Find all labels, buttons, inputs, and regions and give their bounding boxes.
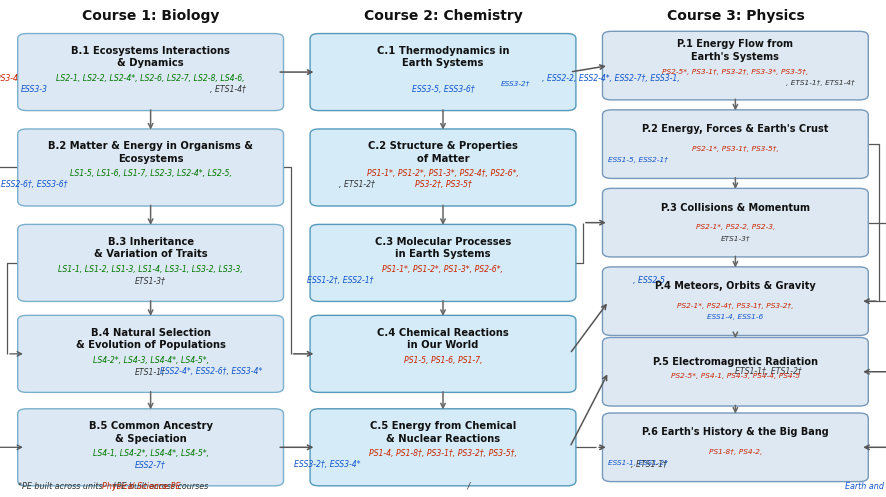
Text: , ETS1-1†, ETS1-2†: , ETS1-1†, ETS1-2† [730,367,801,376]
Text: ESS1-2†, ESS2-1†: ESS1-2†, ESS2-1† [307,276,373,285]
Text: ESS2-6†, ESS3-6†: ESS2-6†, ESS3-6† [1,180,67,189]
Text: C.3 Molecular Processes
in Earth Systems: C.3 Molecular Processes in Earth Systems [375,237,511,259]
FancyBboxPatch shape [18,129,284,206]
Text: ETS1-3†: ETS1-3† [136,276,166,285]
FancyBboxPatch shape [602,188,868,257]
Text: Physical Science PE: Physical Science PE [102,482,180,491]
Text: B.4 Natural Selection
& Evolution of Populations: B.4 Natural Selection & Evolution of Pop… [75,328,226,350]
FancyBboxPatch shape [310,225,576,301]
FancyBboxPatch shape [602,31,868,100]
Text: LS4-2*, LS4-3, LS4-4*, LS4-5*,: LS4-2*, LS4-3, LS4-4*, LS4-5*, [92,356,209,365]
Text: C.4 Chemical Reactions
in Our World: C.4 Chemical Reactions in Our World [377,328,509,350]
FancyBboxPatch shape [18,34,284,111]
Text: , ESS2-5: , ESS2-5 [633,276,665,285]
Text: PS2-1*, PS2-2, PS2-3,: PS2-1*, PS2-2, PS2-3, [696,224,775,230]
Text: PS1-8†, PS4-2,: PS1-8†, PS4-2, [709,449,762,455]
Text: ESS1-1, ESS1-2†: ESS1-1, ESS1-2† [608,460,668,466]
FancyBboxPatch shape [310,129,576,206]
Text: B.1 Ecosystems Interactions
& Dynamics: B.1 Ecosystems Interactions & Dynamics [71,46,230,69]
Text: C.1 Thermodynamics in
Earth Systems: C.1 Thermodynamics in Earth Systems [377,46,509,69]
FancyBboxPatch shape [602,110,868,178]
Text: ESS2-7†: ESS2-7† [136,460,166,469]
Text: PS2-1*, PS3-1†, PS3-5†,: PS2-1*, PS3-1†, PS3-5†, [692,146,779,152]
Text: ESS2-4*, ESS2-6†, ESS3-4*: ESS2-4*, ESS2-6†, ESS3-4* [159,367,262,376]
Text: B.2 Matter & Energy in Organisms &
Ecosystems: B.2 Matter & Energy in Organisms & Ecosy… [48,141,253,164]
Text: P.2 Energy, Forces & Earth's Crust: P.2 Energy, Forces & Earth's Crust [642,124,828,134]
Text: , ETS1-4†: , ETS1-4† [210,85,246,94]
Text: /: / [465,482,472,491]
Text: , ETS1-1†: , ETS1-1† [632,460,667,469]
Text: B.5 Common Ancestry
& Speciation: B.5 Common Ancestry & Speciation [89,421,213,444]
Text: ESS3-5, ESS3-6†: ESS3-5, ESS3-6† [412,85,474,94]
FancyBboxPatch shape [602,413,868,482]
Text: LS4-1, LS4-2*, LS4-4*, LS4-5*,: LS4-1, LS4-2*, LS4-4*, LS4-5*, [92,449,209,458]
FancyBboxPatch shape [602,337,868,406]
FancyBboxPatch shape [310,316,576,393]
Text: B.3 Inheritance
& Variation of Traits: B.3 Inheritance & Variation of Traits [94,237,207,259]
Text: PS2-1*, PS2-4†, PS3-1†, PS3-2†,: PS2-1*, PS2-4†, PS3-1†, PS3-2†, [677,303,794,309]
Text: LS1-1, LS1-2, LS1-3, LS1-4, LS3-1, LS3-2, LS3-3,: LS1-1, LS1-2, LS1-3, LS1-4, LS3-1, LS3-2… [58,265,243,274]
Text: , ETS1-2†: , ETS1-2† [339,180,375,189]
Text: LS2-1, LS2-2, LS2-4*, LS2-6, LS2-7, LS2-8, LS4-6,: LS2-1, LS2-2, LS2-4*, LS2-6, LS2-7, LS2-… [57,74,245,83]
Text: ETS1-3†: ETS1-3† [720,235,750,241]
Text: , ESS2-2, ESS2-4*, ESS2-7†, ESS3-1,: , ESS2-2, ESS2-4*, ESS2-7†, ESS3-1, [542,74,680,83]
Text: P.1 Energy Flow from
Earth's Systems: P.1 Energy Flow from Earth's Systems [678,39,793,62]
FancyBboxPatch shape [18,409,284,486]
Text: LS1-5, LS1-6, LS1-7, LS2-3, LS2-4*, LS2-5,: LS1-5, LS1-6, LS1-7, LS2-3, LS2-4*, LS2-… [70,169,231,178]
FancyBboxPatch shape [18,316,284,393]
Text: ESS3-3: ESS3-3 [21,85,48,94]
Text: PS3-1†, PS3-4: PS3-1†, PS3-4 [0,74,18,83]
Text: PS1-1*, PS1-2*, PS1-3*, PS2-4†, PS2-6*,: PS1-1*, PS1-2*, PS1-3*, PS2-4†, PS2-6*, [367,169,519,178]
Text: Earth and Space Science PE: Earth and Space Science PE [845,482,886,491]
Text: PS2-5*, PS3-1†, PS3-2†, PS3-3*, PS3-5†,: PS2-5*, PS3-1†, PS3-2†, PS3-3*, PS3-5†, [662,69,809,75]
Text: ESS3-2†: ESS3-2† [501,80,531,86]
Text: Course 2: Chemistry: Course 2: Chemistry [363,9,523,23]
Text: PS2-5*, PS4-1, PS4-3, PS4-4, PS4-5: PS2-5*, PS4-1, PS4-3, PS4-4, PS4-5 [671,373,800,379]
Text: ESS3-2†, ESS3-4*: ESS3-2†, ESS3-4* [293,460,360,469]
Text: ESS1-5, ESS2-1†: ESS1-5, ESS2-1† [608,157,668,163]
Text: ETS1-1†: ETS1-1† [136,367,166,376]
Text: P.4 Meteors, Orbits & Gravity: P.4 Meteors, Orbits & Gravity [655,281,816,291]
Text: PS1-1*, PS1-2*, PS1-3*, PS2-6*,: PS1-1*, PS1-2*, PS1-3*, PS2-6*, [383,265,503,274]
Text: Course 3: Physics: Course 3: Physics [666,9,804,23]
Text: P.5 Electromagnetic Radiation: P.5 Electromagnetic Radiation [653,357,818,367]
FancyBboxPatch shape [310,34,576,111]
Text: , ETS1-1†, ETS1-4†: , ETS1-1†, ETS1-4† [787,80,855,86]
Text: C.5 Energy from Chemical
& Nuclear Reactions: C.5 Energy from Chemical & Nuclear React… [369,421,517,444]
FancyBboxPatch shape [18,225,284,301]
Text: P.3 Collisions & Momentum: P.3 Collisions & Momentum [661,203,810,213]
Text: Course 1: Biology: Course 1: Biology [82,9,220,23]
Text: ESS1-4, ESS1-6: ESS1-4, ESS1-6 [707,314,764,320]
FancyBboxPatch shape [310,409,576,486]
Text: PS1-5, PS1-6, PS1-7,: PS1-5, PS1-6, PS1-7, [404,356,482,365]
Text: C.2 Structure & Properties
of Matter: C.2 Structure & Properties of Matter [368,141,518,164]
FancyBboxPatch shape [602,267,868,335]
Text: PS1-4, PS1-8†, PS3-1†, PS3-2†, PS3-5†,: PS1-4, PS1-8†, PS3-1†, PS3-2†, PS3-5†, [369,449,517,458]
Text: *PE built across units    †PE built across courses: *PE built across units †PE built across … [18,482,218,491]
Text: P.6 Earth's History & the Big Bang: P.6 Earth's History & the Big Bang [642,427,828,437]
Text: PS3-2†, PS3-5†: PS3-2†, PS3-5† [415,180,471,189]
